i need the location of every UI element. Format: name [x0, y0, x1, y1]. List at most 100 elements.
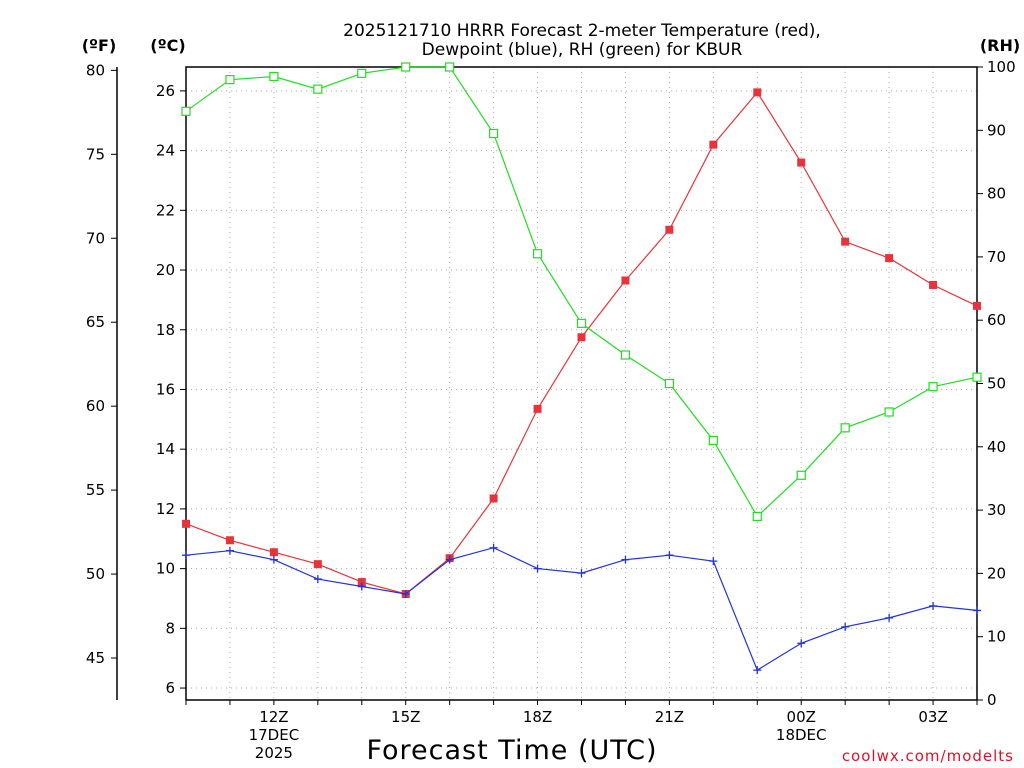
- credit-link[interactable]: coolwx.com/modelts: [842, 747, 1014, 765]
- point-temperature-0: [182, 519, 190, 528]
- point-rh-4: [357, 68, 367, 78]
- tick-labels-layer: 45 50 55 60 65 70 75 80 6 8 10 12 14 16 18 20 22 24 26 0 10 2…: [86, 58, 1016, 762]
- point-temperature-18: [973, 301, 981, 310]
- f-tick-label-55: 55: [86, 481, 105, 499]
- plot-frame: [185, 66, 978, 701]
- point-dewpoint-1: [225, 546, 234, 555]
- point-rh-11: [664, 378, 674, 389]
- x-tick-label-12-1: 17DEC: [249, 726, 300, 744]
- rh-tick-label-50: 50: [987, 375, 1006, 393]
- rh-tick-label-20: 20: [987, 564, 1006, 582]
- x-tick-label-24-0: 00Z: [787, 708, 816, 726]
- point-temperature-2: [269, 548, 278, 557]
- rh-tick-label-30: 30: [987, 501, 1006, 519]
- f-tick-label-50: 50: [86, 565, 105, 583]
- point-rh-6: [445, 62, 455, 72]
- rh-tick-label-10: 10: [987, 628, 1006, 646]
- x-tick-label-12-2: 2025: [255, 744, 293, 762]
- point-temperature-1: [225, 536, 234, 545]
- point-rh-12: [708, 435, 718, 446]
- point-rh-9: [576, 318, 587, 328]
- f-tick-label-70: 70: [86, 229, 105, 247]
- rh-tick-label-100: 100: [987, 58, 1016, 76]
- point-temperature-3: [313, 560, 322, 569]
- rh-tick-label-40: 40: [987, 438, 1006, 456]
- point-temperature-16: [885, 254, 894, 263]
- f-tick-label-60: 60: [86, 397, 105, 415]
- c-tick-label-22: 22: [156, 201, 175, 219]
- rh-tick-label-90: 90: [987, 121, 1006, 139]
- point-dewpoint-6: [445, 555, 454, 564]
- chart-title-line-1: 2025121710 HRRR Forecast 2-meter Tempera…: [343, 21, 821, 41]
- point-rh-18: [972, 372, 982, 382]
- point-rh-8: [532, 249, 543, 259]
- point-temperature-8: [533, 404, 542, 413]
- point-temperature-14: [797, 158, 806, 167]
- c-tick-label-24: 24: [156, 142, 175, 160]
- point-dewpoint-13: [753, 666, 762, 675]
- axes-layer: [111, 66, 983, 705]
- x-tick-label-24-1: 18DEC: [776, 726, 827, 744]
- point-dewpoint-12: [709, 557, 718, 566]
- c-tick-label-8: 8: [165, 619, 175, 637]
- point-dewpoint-10: [621, 555, 630, 564]
- celsius-unit-label: (ºC): [150, 36, 185, 55]
- point-rh-15: [840, 423, 850, 433]
- point-rh-17: [928, 382, 938, 392]
- x-tick-label-12-0: 12Z: [259, 708, 288, 726]
- c-tick-label-18: 18: [156, 321, 175, 339]
- f-tick-label-65: 65: [86, 313, 105, 331]
- point-temperature-15: [841, 237, 850, 246]
- point-rh-10: [620, 350, 631, 360]
- x-axis-label: Forecast Time (UTC): [366, 735, 657, 766]
- point-temperature-12: [709, 140, 718, 149]
- point-temperature-11: [665, 225, 674, 234]
- x-tick-label-18-0: 18Z: [523, 708, 552, 726]
- fahrenheit-unit-label: (ºF): [82, 36, 117, 55]
- point-temperature-17: [929, 280, 938, 289]
- c-tick-label-6: 6: [165, 679, 175, 697]
- rh-tick-label-80: 80: [987, 185, 1006, 203]
- point-rh-5: [401, 62, 411, 72]
- point-rh-16: [884, 407, 894, 417]
- point-dewpoint-3: [313, 575, 322, 584]
- point-dewpoint-2: [269, 555, 278, 564]
- point-temperature-13: [753, 88, 762, 97]
- point-dewpoint-0: [182, 551, 190, 560]
- point-temperature-10: [621, 276, 630, 285]
- rh-tick-label-70: 70: [987, 248, 1006, 266]
- point-dewpoint-18: [973, 606, 981, 615]
- point-rh-0: [181, 106, 191, 116]
- point-dewpoint-16: [885, 613, 894, 622]
- rh-tick-label-0: 0: [987, 691, 997, 709]
- rh-tick-label-60: 60: [987, 311, 1006, 329]
- x-tick-label-27-0: 03Z: [918, 708, 947, 726]
- c-tick-label-26: 26: [156, 82, 175, 100]
- c-tick-label-20: 20: [156, 261, 175, 279]
- c-tick-label-16: 16: [156, 380, 175, 398]
- point-dewpoint-15: [841, 622, 850, 631]
- point-rh-7: [489, 128, 499, 139]
- f-tick-label-75: 75: [86, 145, 105, 163]
- point-temperature-4: [357, 578, 366, 587]
- rh-unit-label: (RH): [980, 36, 1020, 55]
- point-rh-13: [752, 511, 762, 522]
- f-tick-label-45: 45: [86, 649, 105, 667]
- point-dewpoint-8: [533, 564, 542, 573]
- chart-title-line-2: Dewpoint (blue), RH (green) for KBUR: [422, 40, 743, 60]
- point-dewpoint-11: [665, 551, 674, 560]
- x-tick-label-15-0: 15Z: [391, 708, 420, 726]
- c-tick-label-10: 10: [156, 560, 175, 578]
- series-rh: [181, 62, 982, 522]
- point-dewpoint-5: [401, 590, 410, 599]
- point-rh-14: [796, 470, 806, 480]
- series-temperature: [182, 88, 981, 599]
- point-dewpoint-4: [357, 582, 366, 591]
- grid-layer: [186, 67, 977, 700]
- series-line-dewpoint: [185, 547, 978, 671]
- point-dewpoint-17: [929, 601, 938, 610]
- f-tick-label-80: 80: [86, 61, 105, 79]
- c-tick-label-12: 12: [156, 500, 175, 518]
- point-rh-3: [313, 84, 323, 94]
